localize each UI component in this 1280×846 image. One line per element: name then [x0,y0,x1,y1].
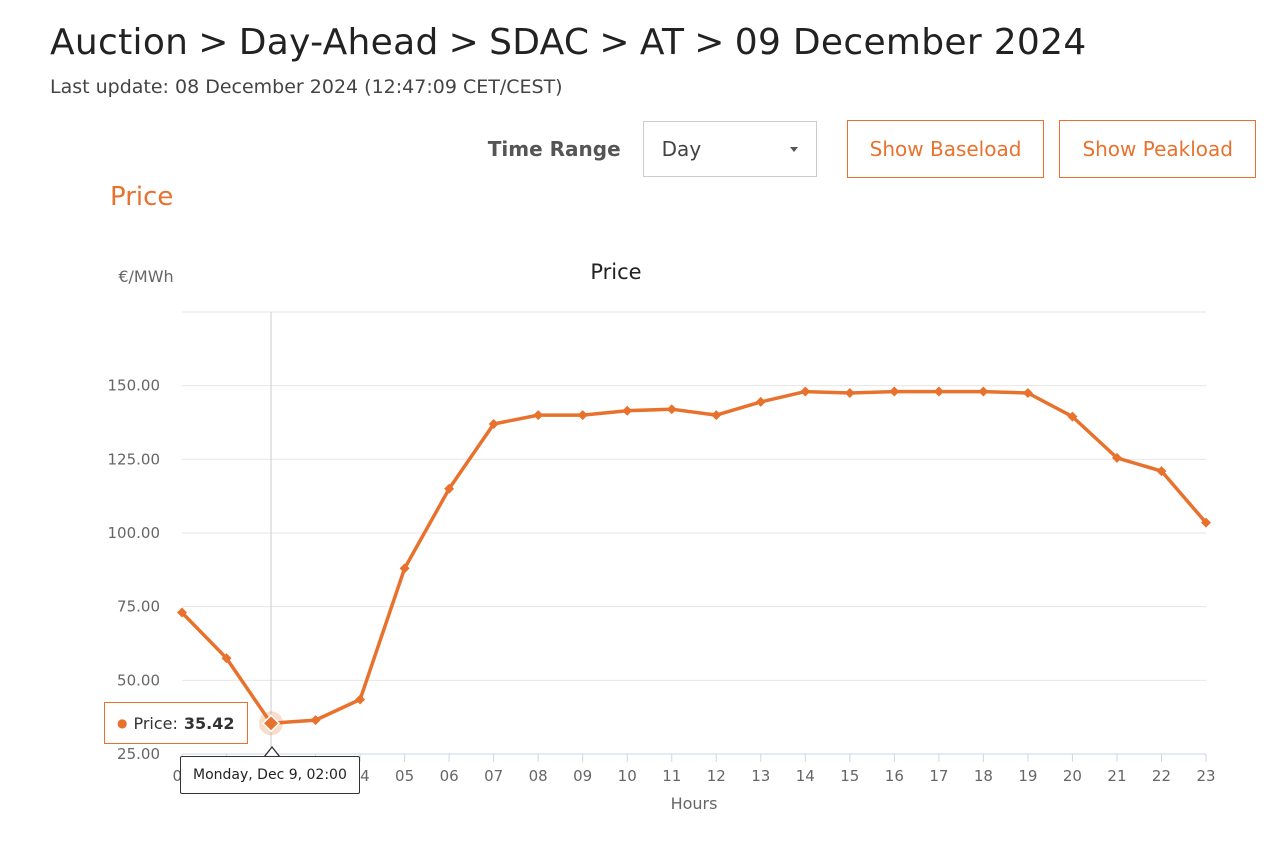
tooltip-value: 35.42 [183,713,235,733]
crumb-separator: > [448,22,480,63]
caret-down-icon [789,146,798,152]
y-axis-label: €/MWh [118,267,173,286]
show-peakload-button[interactable]: Show Peakload [1059,120,1256,178]
data-point [800,386,811,397]
time-range-value: Day [661,137,702,161]
x-tick-label: 08 [529,767,548,785]
crumb-separator: > [198,22,229,63]
show-baseload-button[interactable]: Show Baseload [846,120,1045,178]
series-dot-icon: ● [117,716,128,730]
section-title: Price [110,182,174,212]
x-tick-label: 11 [662,767,681,785]
time-range-label: Time Range [487,137,621,161]
data-point-highlighted [261,714,281,733]
data-point [399,563,410,574]
data-point [355,694,366,705]
breadcrumb: Auction > Day-Ahead > SDAC > AT >09 December 20… [50,22,1087,63]
crumb-date: 09 December 2024 [734,22,1087,63]
x-tick-label: 12 [707,767,726,785]
crumb-separator: > [694,22,725,63]
data-point [978,386,989,397]
data-point [1201,517,1211,528]
x-tick-label: 05 [395,767,414,785]
last-update-text: Last update: 08 December 2024 (12:47:09 … [50,76,563,98]
y-tick-label: 100.00 [108,524,161,542]
data-point [622,405,633,416]
data-point [310,715,321,726]
data-point [444,483,455,494]
data-point [221,653,232,664]
x-tick-label: 16 [885,767,904,785]
tooltip-series-label: Price: [133,713,178,733]
x-tick-label: 15 [840,767,859,785]
data-point [889,386,900,397]
series-line [180,389,1208,726]
x-tick-label: 18 [974,767,993,785]
x-axis-tooltip: Monday, Dec 9, 02:00 [180,756,360,794]
data-point [1067,411,1078,422]
crumb-at[interactable]: AT [639,22,685,63]
price-tooltip: ● Price: 35.42 [104,702,248,744]
y-tick-label: 125.00 [108,450,161,468]
x-tick-label: 19 [1018,767,1037,785]
data-point [933,386,944,397]
x-tick-label: 17 [929,767,948,785]
data-point [533,410,544,421]
chart-title: Price [590,260,641,284]
x-axis-label: Hours [671,794,718,813]
x-tick-label: 21 [1107,767,1126,785]
data-point [755,396,766,407]
crumb-auction[interactable]: Auction [50,22,189,63]
x-tooltip-arrow [264,746,280,757]
x-tick-label: 13 [751,767,770,785]
y-tick-label: 150.00 [108,377,161,395]
toolbar: Time Range Day Show Baseload Show Peaklo… [488,120,1256,178]
time-range-select[interactable]: Day [642,121,817,177]
x-tick-label: 22 [1152,767,1171,785]
crumb-separator: > [599,22,630,63]
data-point [1111,452,1122,463]
crumb-sdac[interactable]: SDAC [489,22,590,63]
x-tick-label: 23 [1196,767,1215,785]
data-point [1156,466,1167,477]
data-point [577,410,588,421]
data-point [1022,388,1033,399]
y-tick-label: 25.00 [117,745,160,763]
y-tick-label: 50.00 [117,671,160,689]
data-point [711,410,722,421]
data-point [177,607,187,618]
x-tick-label: 10 [618,767,637,785]
data-point [488,418,499,429]
y-tick-label: 75.00 [117,598,160,616]
x-tick-label: 20 [1063,767,1082,785]
x-tick-label: 06 [440,767,459,785]
crumb-day-ahead[interactable]: Day-Ahead [238,22,439,63]
x-tick-label: 07 [484,767,503,785]
data-point [844,388,855,399]
x-tick-label: 14 [796,767,815,785]
data-point [666,404,677,415]
x-tick-label: 09 [573,767,592,785]
